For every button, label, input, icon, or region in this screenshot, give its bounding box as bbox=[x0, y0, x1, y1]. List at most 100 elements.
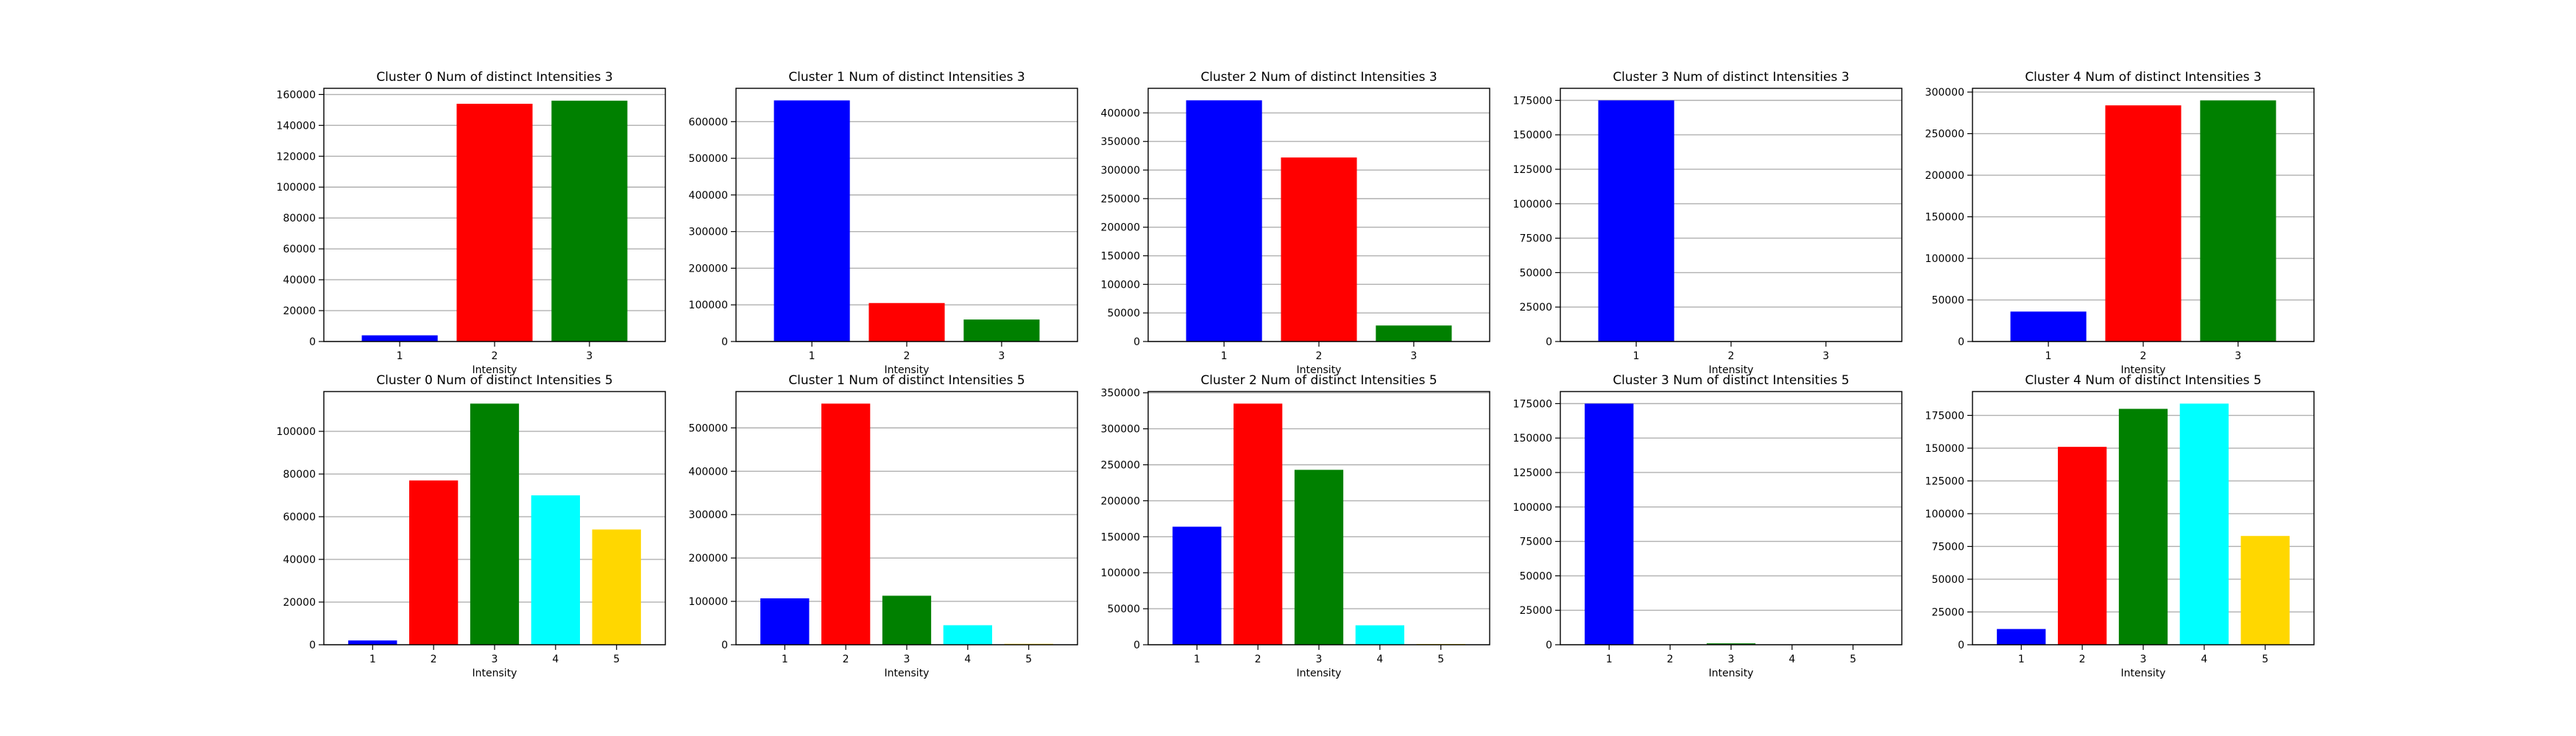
chart-title: Cluster 2 Num of distinct Intensities 3 bbox=[1200, 70, 1437, 85]
bar bbox=[551, 100, 628, 342]
bar bbox=[2105, 105, 2182, 342]
y-tick-label: 50000 bbox=[1931, 295, 1964, 307]
bar bbox=[1186, 100, 1262, 342]
y-tick-label: 400000 bbox=[689, 190, 728, 202]
axes-frame bbox=[1147, 88, 1490, 342]
x-tick-label: 4 bbox=[2201, 654, 2207, 665]
y-tick-label: 175000 bbox=[1925, 410, 1964, 422]
bar bbox=[1585, 403, 1634, 645]
x-tick-label: 3 bbox=[904, 654, 910, 665]
y-tick-label: 400000 bbox=[689, 466, 728, 478]
y-tick-label: 0 bbox=[1958, 640, 1964, 651]
y-tick-label: 125000 bbox=[1925, 475, 1964, 487]
y-tick-label: 75000 bbox=[1519, 233, 1552, 245]
x-tick-label: 3 bbox=[492, 654, 498, 665]
y-tick-label: 50000 bbox=[1107, 604, 1140, 615]
y-tick-label: 80000 bbox=[283, 213, 316, 224]
y-tick-label: 140000 bbox=[277, 120, 316, 132]
y-tick-label: 100000 bbox=[1925, 253, 1964, 265]
y-tick-label: 100000 bbox=[277, 182, 316, 194]
y-tick-label: 200000 bbox=[1925, 170, 1964, 182]
y-tick-label: 350000 bbox=[1101, 388, 1140, 400]
x-tick-label: 2 bbox=[1728, 350, 1735, 362]
x-axis-label: Intensity bbox=[1709, 668, 1754, 679]
x-tick-label: 4 bbox=[1376, 654, 1383, 665]
x-tick-label: 3 bbox=[998, 350, 1005, 362]
chart-title: Cluster 4 Num of distinct Intensities 3 bbox=[2025, 70, 2261, 85]
bar bbox=[2200, 100, 2276, 342]
bar bbox=[1281, 157, 1357, 342]
bar bbox=[868, 302, 945, 342]
x-tick-label: 5 bbox=[2262, 654, 2268, 665]
y-tick-label: 75000 bbox=[1519, 537, 1552, 548]
chart-title: Cluster 0 Num of distinct Intensities 5 bbox=[376, 373, 612, 388]
x-tick-label: 1 bbox=[1606, 654, 1613, 665]
y-tick-label: 150000 bbox=[1513, 130, 1552, 141]
y-tick-label: 250000 bbox=[1925, 129, 1964, 141]
bar bbox=[821, 403, 871, 645]
y-tick-label: 250000 bbox=[1101, 460, 1140, 472]
x-tick-label: 1 bbox=[1633, 350, 1640, 362]
y-tick-label: 100000 bbox=[689, 300, 728, 311]
x-tick-label: 5 bbox=[1437, 654, 1444, 665]
y-tick-label: 50000 bbox=[1519, 267, 1552, 279]
subplot: 0 25000 50000 75000 100000 125000 150000 175000… bbox=[1513, 373, 1903, 679]
axes-frame bbox=[735, 391, 1078, 645]
y-tick-label: 100000 bbox=[689, 596, 728, 608]
x-tick-label: 3 bbox=[2234, 350, 2241, 362]
bar bbox=[1294, 470, 1344, 645]
chart-title: Cluster 0 Num of distinct Intensities 3 bbox=[376, 70, 612, 85]
x-tick-label: 3 bbox=[1410, 350, 1417, 362]
subplot: 0 25000 50000 75000 100000 125000 150000 175000… bbox=[1513, 70, 1903, 376]
bar bbox=[2179, 403, 2229, 645]
y-tick-label: 160000 bbox=[277, 89, 316, 101]
bar bbox=[409, 480, 459, 645]
y-tick-label: 175000 bbox=[1513, 398, 1552, 410]
subplot: 0 100000 200000 300000 400000 500000 600000 1 2 3… bbox=[689, 70, 1078, 376]
y-tick-label: 40000 bbox=[283, 275, 316, 286]
y-tick-label: 80000 bbox=[283, 469, 316, 481]
chart-title: Cluster 3 Num of distinct Intensities 3 bbox=[1613, 70, 1849, 85]
x-axis-label: Intensity bbox=[2121, 668, 2166, 679]
subplot-grid: 0200004000060000800001000001200001400001… bbox=[277, 70, 2315, 679]
axes-frame bbox=[1560, 391, 1903, 645]
bar bbox=[1598, 100, 1674, 342]
y-tick-label: 0 bbox=[1133, 336, 1140, 348]
y-tick-label: 100000 bbox=[1101, 567, 1140, 579]
y-tick-label: 75000 bbox=[1931, 541, 1964, 553]
y-tick-label: 40000 bbox=[283, 554, 316, 566]
axes-frame bbox=[1147, 391, 1490, 645]
y-tick-label: 300000 bbox=[689, 509, 728, 521]
subplot: 0 25000 50000 75000 100000 125000 150000 175000… bbox=[1925, 373, 2315, 679]
y-tick-label: 120000 bbox=[277, 151, 316, 163]
x-tick-label: 5 bbox=[1025, 654, 1032, 665]
bar bbox=[1706, 643, 1756, 645]
y-tick-label: 20000 bbox=[283, 305, 316, 317]
x-tick-label: 1 bbox=[809, 350, 815, 362]
x-tick-label: 2 bbox=[2140, 350, 2147, 362]
y-tick-label: 0 bbox=[1546, 640, 1552, 651]
y-tick-label: 0 bbox=[309, 336, 316, 348]
subplot: 0 50000 100000 150000 200000 250000 300000 1 2 3 C… bbox=[1925, 70, 2315, 376]
x-tick-label: 4 bbox=[552, 654, 559, 665]
bar bbox=[2118, 408, 2168, 645]
y-tick-label: 0 bbox=[1958, 336, 1964, 348]
bar bbox=[760, 598, 810, 645]
bar bbox=[1376, 325, 1452, 342]
bar bbox=[2240, 536, 2290, 645]
chart-title: Cluster 4 Num of distinct Intensities 5 bbox=[2025, 373, 2261, 388]
x-tick-label: 4 bbox=[1788, 654, 1795, 665]
y-tick-label: 150000 bbox=[1101, 251, 1140, 263]
x-tick-label: 5 bbox=[613, 654, 620, 665]
x-axis-label: Intensity bbox=[885, 364, 930, 376]
y-tick-label: 20000 bbox=[283, 597, 316, 609]
y-tick-label: 25000 bbox=[1931, 606, 1964, 618]
y-tick-label: 125000 bbox=[1513, 467, 1552, 479]
bar bbox=[348, 640, 397, 645]
y-tick-label: 25000 bbox=[1519, 605, 1552, 617]
chart-title: Cluster 2 Num of distinct Intensities 5 bbox=[1200, 373, 1437, 388]
x-axis-label: Intensity bbox=[2121, 364, 2166, 376]
subplot: 0 20000 40000 60000 80000 100000 1 2 3 4 5 Cluster … bbox=[277, 373, 666, 679]
x-tick-label: 2 bbox=[2079, 654, 2086, 665]
